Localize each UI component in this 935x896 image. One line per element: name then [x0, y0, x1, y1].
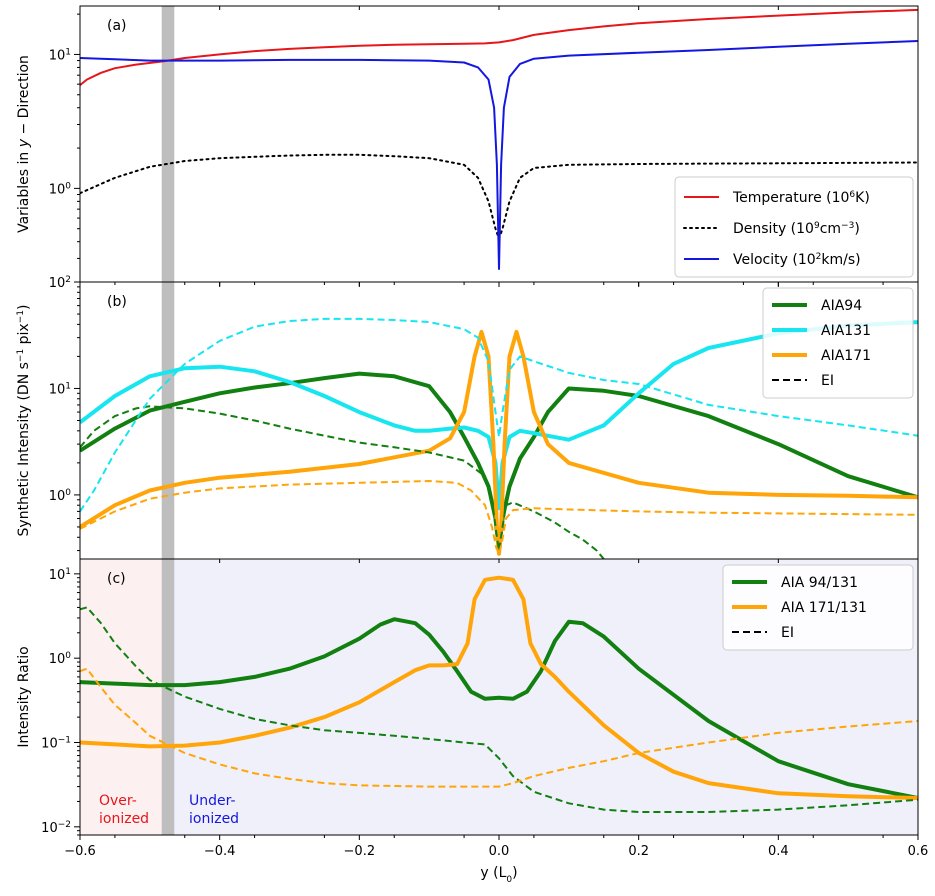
series-line-aia94-ei: [80, 405, 605, 559]
legend-label: EI: [781, 625, 794, 641]
x-tick-label: −0.4: [204, 844, 236, 859]
legend-label: AIA94: [821, 298, 862, 314]
series-line-density-10-9-cm-3: [80, 153, 918, 240]
legend-label: AIA131: [821, 323, 871, 339]
legend-label: EI: [821, 373, 834, 389]
legend-label: Density (109cm−3): [733, 221, 860, 237]
panel-label: (c): [107, 571, 126, 587]
y-tick-label: 10−2: [41, 820, 71, 836]
over-ionized-label: ionized: [99, 811, 149, 827]
y-tick-label: 10−1: [41, 736, 71, 752]
series-line-aia-94-131: [80, 617, 918, 800]
x-axis-label: y (L0): [480, 865, 517, 885]
series-line-aia131-ei: [80, 317, 918, 512]
legend-label: AIA 171/131: [781, 600, 867, 616]
legend-label: Temperature (106K): [732, 190, 870, 206]
series-line-aia171: [80, 329, 918, 556]
series-line-aia-94-131-ei: [80, 606, 918, 813]
transition-band: [161, 6, 175, 282]
x-tick-label: −0.2: [344, 844, 376, 859]
y-axis-label: Intensity Ratio: [16, 646, 32, 747]
series-line-velocity-10-2-km-s: [80, 40, 918, 270]
transition-band: [161, 559, 175, 835]
transition-band: [161, 282, 175, 559]
panel-c: 10−2 10−1 100 101 (c) Intensity Ratio AIA 94/1…: [16, 558, 929, 885]
over-ionized-region: [80, 559, 168, 835]
y-tick-label: 100: [49, 488, 72, 504]
x-tick-label: −0.6: [64, 844, 96, 859]
y-tick-label: 100: [49, 651, 72, 667]
y-axis-label: Synthetic Intensity (DN s−1 pix−1): [16, 305, 32, 537]
legend-label: AIA171: [821, 348, 871, 364]
series-line-aia171-ei: [80, 480, 918, 555]
over-ionized-label: Over-: [99, 793, 137, 809]
y-tick-label: 100: [49, 181, 72, 197]
x-tick-label: 0.2: [628, 844, 649, 859]
x-tick-label: 0.6: [908, 844, 929, 859]
legend-box: [762, 287, 914, 399]
panel-a: 100 101 (a) Variables in y − Direction Tempe…: [16, 5, 919, 287]
x-tick-label: 0.0: [489, 844, 510, 859]
legend-box: [674, 176, 914, 278]
legend-box: [722, 564, 914, 651]
panel-b: 100 101 102 (b) Synthetic Intensity (DN s−1 …: [16, 275, 919, 564]
series-line-aia131: [80, 320, 918, 511]
legend-label: AIA 94/131: [781, 575, 858, 591]
y-tick-label: 102: [49, 275, 71, 291]
under-ionized-label: Under-: [189, 793, 236, 809]
panel-label: (b): [107, 294, 127, 310]
under-ionized-label: ionized: [189, 811, 239, 827]
legend-label: Velocity (102km/s): [733, 252, 861, 268]
x-tick-label: 0.4: [768, 844, 789, 859]
y-tick-label: 101: [49, 567, 71, 583]
y-axis-label: Variables in y − Direction: [16, 55, 32, 233]
y-tick-label: 101: [49, 381, 71, 397]
series-line-temperature-10-6-k: [80, 8, 918, 86]
y-tick-label: 101: [49, 47, 71, 63]
panel-label: (a): [107, 18, 127, 34]
series-line-aia94: [80, 371, 918, 553]
